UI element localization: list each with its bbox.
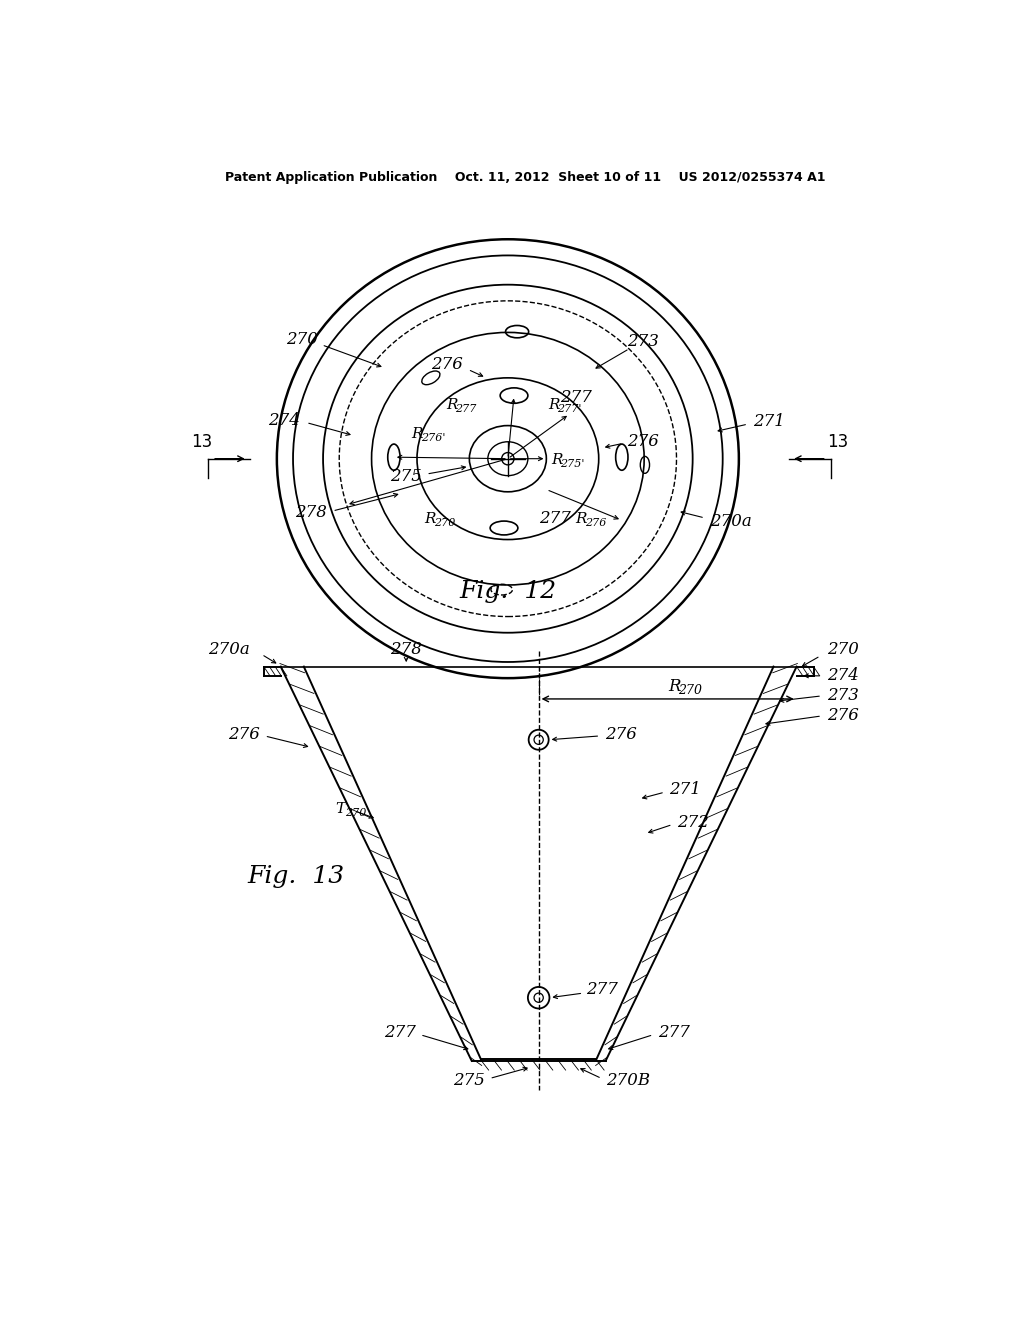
- Text: 270: 270: [827, 642, 859, 659]
- Text: 276: 276: [431, 356, 463, 374]
- Text: 13: 13: [190, 433, 212, 450]
- Text: Patent Application Publication    Oct. 11, 2012  Sheet 10 of 11    US 2012/02553: Patent Application Publication Oct. 11, …: [224, 172, 825, 185]
- Text: 13: 13: [826, 433, 848, 450]
- Text: 275: 275: [453, 1072, 484, 1089]
- Text: 274: 274: [827, 668, 859, 684]
- Text: 270a: 270a: [710, 513, 752, 531]
- Text: R: R: [446, 397, 458, 412]
- Text: 276: 276: [585, 517, 606, 528]
- Text: 270: 270: [678, 684, 702, 697]
- Text: 277: 277: [658, 1024, 690, 1041]
- Text: 277: 277: [539, 511, 570, 527]
- Text: 270: 270: [434, 517, 456, 528]
- Text: R: R: [412, 428, 423, 441]
- Text: 270: 270: [286, 331, 317, 348]
- Text: R: R: [669, 678, 681, 696]
- Text: 276: 276: [228, 726, 260, 743]
- Text: 278: 278: [295, 504, 327, 521]
- Text: Fig.  12: Fig. 12: [460, 579, 556, 603]
- Text: 277: 277: [384, 1024, 416, 1041]
- Text: 271: 271: [670, 781, 701, 799]
- Text: 276: 276: [605, 726, 637, 743]
- Text: R: R: [548, 397, 559, 412]
- Text: 270: 270: [345, 808, 366, 818]
- Text: Fig.  13: Fig. 13: [248, 865, 345, 887]
- Text: 271: 271: [753, 413, 784, 430]
- Text: 276: 276: [827, 708, 859, 725]
- Text: 274: 274: [268, 412, 300, 429]
- Text: R: R: [425, 512, 436, 525]
- Text: 273: 273: [628, 333, 659, 350]
- Text: 270a: 270a: [208, 642, 250, 659]
- Text: 276': 276': [421, 433, 445, 444]
- Text: 275: 275: [390, 467, 422, 484]
- Text: 276: 276: [628, 433, 659, 450]
- Text: 277': 277': [557, 404, 582, 413]
- Text: R: R: [575, 512, 587, 525]
- Text: 277: 277: [456, 404, 477, 413]
- Text: 277: 277: [560, 388, 592, 405]
- Text: 272: 272: [677, 813, 710, 830]
- Text: 277: 277: [587, 982, 618, 998]
- Text: R: R: [551, 453, 562, 467]
- Text: 270B: 270B: [606, 1072, 650, 1089]
- Text: 275': 275': [560, 459, 585, 469]
- Text: T: T: [336, 803, 345, 816]
- Text: 278: 278: [390, 642, 422, 659]
- Text: 273: 273: [827, 688, 859, 705]
